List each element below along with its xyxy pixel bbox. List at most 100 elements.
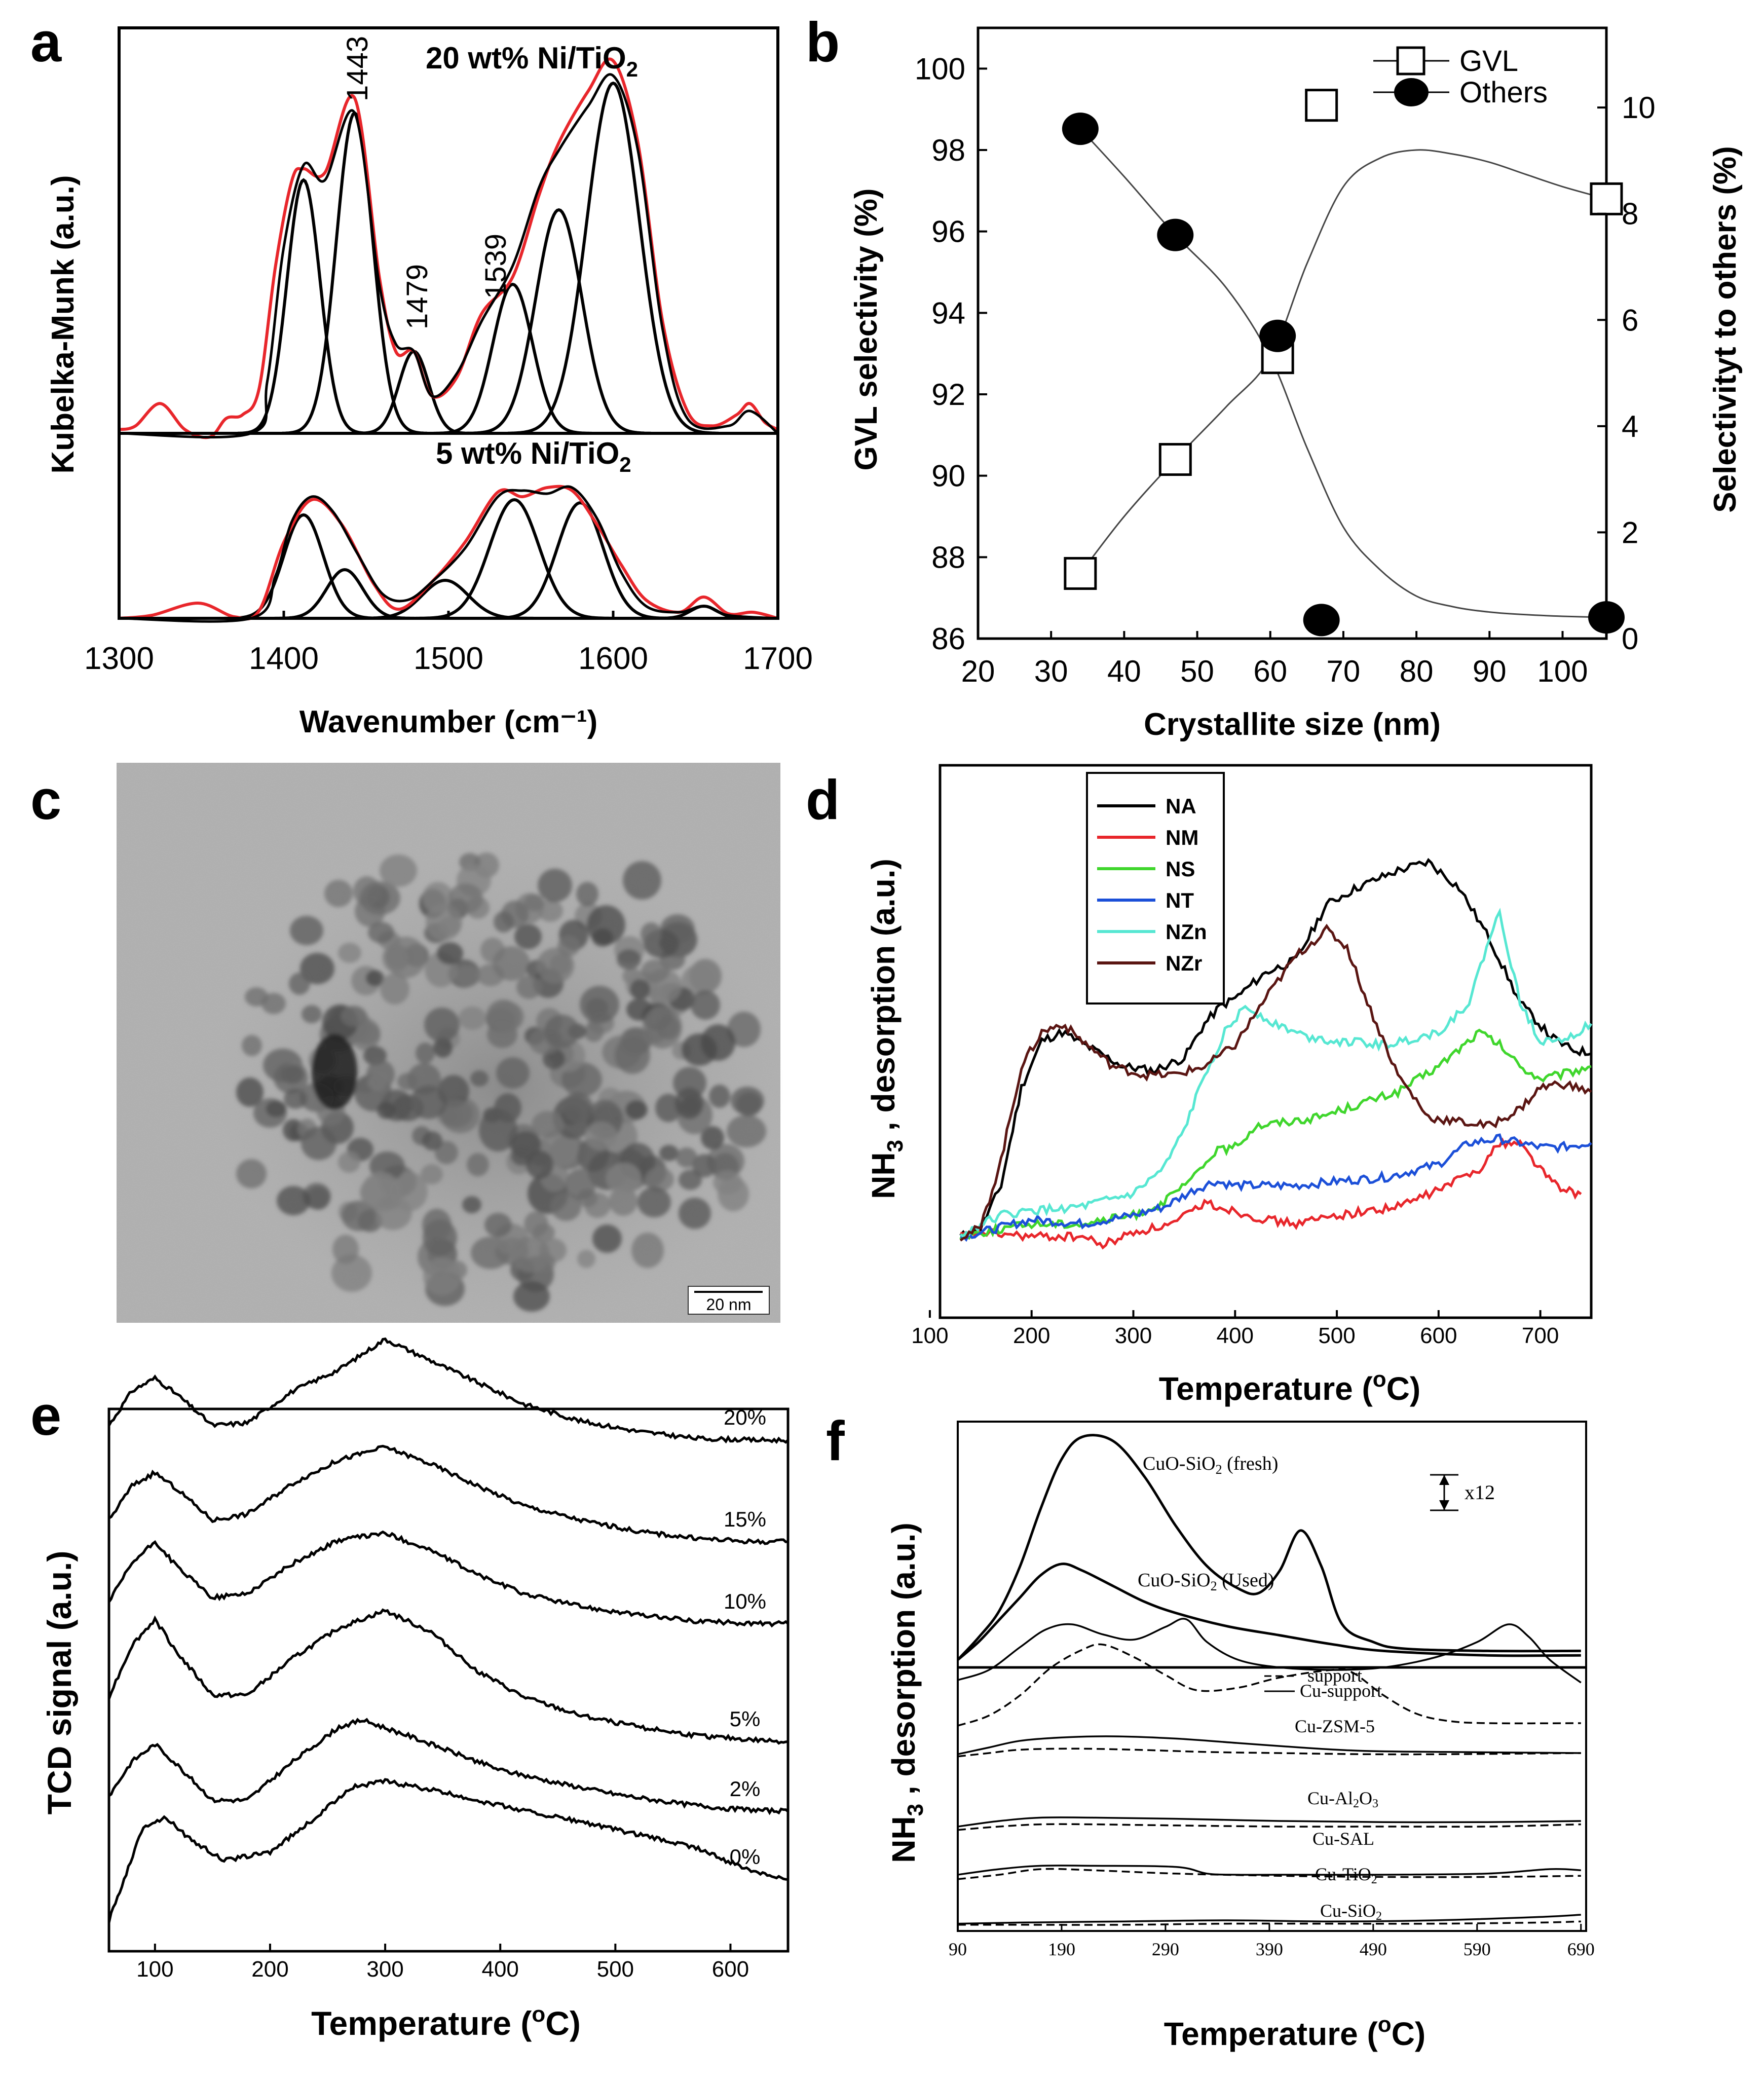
b-y2tick-0: 0 bbox=[1622, 622, 1638, 656]
a-sub0-peak-5 bbox=[507, 81, 719, 435]
f-bottom-curve-1 bbox=[957, 1643, 1581, 1727]
label-cu-zsm5: Cu-ZSM-5 bbox=[1295, 1716, 1375, 1736]
a-sub0-envelope bbox=[119, 73, 779, 439]
legend-cu-support-label: Cu-support bbox=[1300, 1681, 1382, 1701]
label-cuo-used: CuO-SiO2 (Used) bbox=[1138, 1570, 1274, 1593]
d-legend-label-NT: NT bbox=[1166, 888, 1194, 912]
a-xtick-0: 1300 bbox=[84, 641, 154, 676]
panel-label-d: d bbox=[806, 769, 840, 831]
f-bottom-curve-2 bbox=[957, 1735, 1581, 1755]
panel-label-c: c bbox=[30, 769, 62, 831]
e-xtick-0: 100 bbox=[136, 1957, 173, 1982]
e-xtick-2: 300 bbox=[366, 1957, 403, 1982]
panel-label-b: b bbox=[806, 11, 840, 73]
chart-e-xlabel: Temperature (oC) bbox=[311, 2002, 581, 2042]
f-bottom-curve-0 bbox=[957, 1618, 1582, 1684]
chart-a-ylabel: Kubelka-Munk (a.u.) bbox=[46, 175, 81, 473]
chart-f-ylabel: NH3 , desorption (a.u.) bbox=[885, 1522, 928, 1863]
f-xtick-1: 190 bbox=[1048, 1939, 1075, 1959]
d-xtick-2: 300 bbox=[1115, 1323, 1152, 1348]
panel-e: 100 200 300 400 500 600 20% 15% 10% 5% 2% 0% Tempe… bbox=[0, 0, 861, 2082]
chart-a-peak-1479: 1479 bbox=[401, 264, 434, 329]
chart-d-ticks: 100 200 300 400 500 600 700 bbox=[911, 1310, 1559, 1348]
e-series-15% bbox=[108, 1444, 789, 1545]
d-xtick-1: 200 bbox=[1013, 1323, 1050, 1348]
scale-bar-label: 20 nm bbox=[706, 1295, 752, 1314]
b-gvl-point-1 bbox=[1158, 443, 1192, 476]
b-y2tick-5: 10 bbox=[1622, 91, 1656, 125]
b-others-point-3 bbox=[1303, 604, 1340, 637]
chart-d-plot bbox=[959, 858, 1593, 1250]
chart-f-frame bbox=[957, 1421, 1587, 1932]
b-y2tick-2: 4 bbox=[1622, 410, 1638, 443]
chart-b-xlabel: Crystallite size (nm) bbox=[1144, 707, 1441, 742]
label-cu-sal: Cu-SAL bbox=[1312, 1829, 1374, 1849]
b-xtick-6: 80 bbox=[1400, 654, 1434, 688]
label-cu-al2o3: Cu-Al2O3 bbox=[1307, 1788, 1378, 1810]
chart-b-y2label: Selectivityt to others (%) bbox=[1708, 146, 1743, 512]
a-xtick-2: 1500 bbox=[414, 641, 483, 676]
d-series-NS bbox=[959, 1028, 1592, 1240]
b-others-point-1 bbox=[1157, 218, 1194, 251]
b-xtick-3: 50 bbox=[1180, 654, 1214, 688]
b-xtick-2: 40 bbox=[1107, 654, 1141, 688]
label-cuo-fresh: CuO-SiO2 (fresh) bbox=[1143, 1453, 1278, 1477]
a-sub0-peak-3 bbox=[433, 282, 592, 435]
a-sub1-peak-4 bbox=[488, 501, 672, 620]
legend-others-label: Others bbox=[1459, 76, 1548, 109]
d-legend-label-NS: NS bbox=[1166, 857, 1195, 881]
e-label-5: 0% bbox=[730, 1845, 761, 1869]
b-others-point-2 bbox=[1259, 319, 1296, 352]
chart-f-scale-marker: x12 bbox=[1430, 1474, 1495, 1511]
chart-a-peak-1443: 1443 bbox=[341, 36, 374, 101]
b-others-point-4 bbox=[1588, 601, 1625, 634]
b-xtick-5: 70 bbox=[1327, 654, 1361, 688]
d-legend-label-NZr: NZr bbox=[1166, 951, 1202, 975]
b-ytick-0: 86 bbox=[931, 622, 965, 656]
a-sub0-peak-4 bbox=[466, 208, 651, 435]
chart-f-plot bbox=[957, 1434, 1582, 1926]
chart-b-plot bbox=[1062, 89, 1625, 637]
e-xtick-4: 500 bbox=[597, 1957, 634, 1982]
f-xtick-0: 90 bbox=[949, 1939, 967, 1959]
d-xtick-4: 500 bbox=[1318, 1323, 1355, 1348]
e-series-2% bbox=[108, 1718, 789, 1815]
d-legend-label-NZn: NZn bbox=[1166, 920, 1207, 944]
e-series-10% bbox=[107, 1530, 789, 1628]
chart-f-ticks: 90 190 290 390 490 590 690 bbox=[949, 1924, 1595, 1959]
panel-c-tem-image: 20 nm bbox=[117, 763, 785, 1325]
f-top-curve-0 bbox=[957, 1434, 1581, 1661]
panel-label-a: a bbox=[30, 11, 62, 73]
scale-x12-label: x12 bbox=[1465, 1481, 1495, 1504]
chart-e-plot bbox=[107, 1337, 789, 1923]
panel-label-f: f bbox=[826, 1410, 845, 1472]
label-cu-tio2: Cu-TiO2 bbox=[1315, 1864, 1377, 1886]
chart-e-series-labels: 20% 15% 10% 5% 2% 0% bbox=[724, 1405, 766, 1869]
b-gvl-point-0 bbox=[1064, 556, 1097, 590]
chart-b-ticks: 20 30 40 50 60 70 80 90 100 86 88 90 92 94 96 98 100 0 2 4 6… bbox=[915, 52, 1656, 688]
e-label-2: 10% bbox=[724, 1589, 766, 1613]
chart-e-ylabel: TCD signal (a.u.) bbox=[41, 1551, 78, 1815]
a-xtick-4: 1700 bbox=[743, 641, 813, 676]
b-ytick-7: 100 bbox=[915, 52, 965, 86]
b-ytick-5: 96 bbox=[931, 215, 965, 249]
a-xtick-3: 1600 bbox=[578, 641, 648, 676]
d-series-NM bbox=[960, 1137, 1582, 1250]
f-bottom-curve-4 bbox=[957, 1816, 1581, 1828]
legend-gvl-marker bbox=[1396, 46, 1425, 76]
d-legend-label-NA: NA bbox=[1166, 794, 1196, 818]
b-xtick-1: 30 bbox=[1034, 654, 1068, 688]
chart-b-ylabel: GVL selectivity (%) bbox=[849, 188, 884, 470]
chart-a-svg: 1300 1400 1500 1600 1700 20 wt% Ni/TiO2 5 wt… bbox=[46, 26, 813, 739]
e-series-5% bbox=[107, 1608, 789, 1745]
d-series-NA bbox=[959, 858, 1592, 1238]
a-xtick-1: 1400 bbox=[249, 641, 319, 676]
f-bottom-curve-6 bbox=[957, 1865, 1581, 1876]
chart-f-legend: support Cu-support bbox=[1264, 1665, 1382, 1701]
chart-a-peak-1539: 1539 bbox=[479, 234, 512, 299]
chart-e-frame bbox=[107, 1407, 790, 1953]
b-ytick-3: 92 bbox=[931, 378, 965, 412]
e-xtick-5: 600 bbox=[712, 1957, 749, 1982]
d-series-NZn bbox=[959, 907, 1593, 1239]
